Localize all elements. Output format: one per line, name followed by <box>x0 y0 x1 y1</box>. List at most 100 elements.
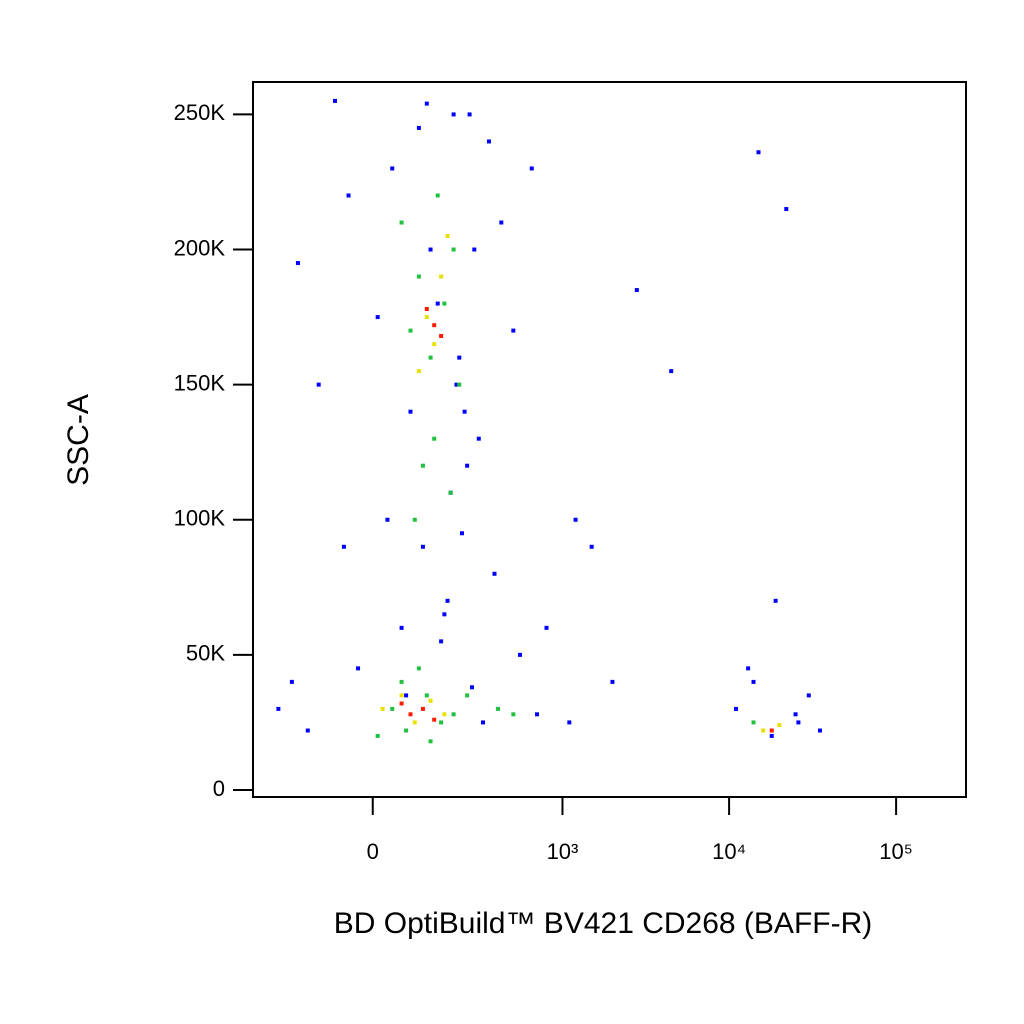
data-point <box>462 409 467 414</box>
x-tick-label: 10⁵ <box>879 839 913 864</box>
data-point <box>375 733 380 738</box>
data-point <box>486 139 491 144</box>
y-tick-label: 50K <box>186 641 225 666</box>
data-point <box>777 723 782 728</box>
data-point <box>346 193 351 198</box>
data-point <box>761 728 766 733</box>
data-point <box>784 207 789 212</box>
data-point <box>454 382 459 387</box>
data-point <box>472 247 477 252</box>
data-point <box>428 739 433 744</box>
data-point <box>451 112 456 117</box>
data-point <box>416 274 421 279</box>
x-tick-label: 10⁴ <box>712 839 746 864</box>
data-point <box>442 712 447 717</box>
data-point <box>573 517 578 522</box>
data-point <box>420 544 425 549</box>
data-point <box>428 247 433 252</box>
data-point <box>544 625 549 630</box>
data-point <box>769 728 774 733</box>
data-point <box>439 274 444 279</box>
data-point <box>399 701 404 706</box>
data-point <box>424 306 429 311</box>
data-point <box>751 720 756 725</box>
data-point <box>390 166 395 171</box>
data-point <box>751 679 756 684</box>
data-point <box>517 652 522 657</box>
y-tick-label: 150K <box>174 370 226 395</box>
data-point <box>404 728 409 733</box>
data-point <box>451 247 456 252</box>
data-point <box>399 220 404 225</box>
data-point <box>316 382 321 387</box>
data-point <box>375 315 380 320</box>
data-point <box>480 720 485 725</box>
y-tick-label: 100K <box>174 506 226 531</box>
data-point <box>495 706 500 711</box>
data-point <box>428 698 433 703</box>
y-tick-label: 0 <box>213 776 225 801</box>
data-point <box>793 712 798 717</box>
data-point <box>746 666 751 671</box>
x-tick-label: 10³ <box>547 839 579 864</box>
y-tick-label: 200K <box>174 235 226 260</box>
data-point <box>492 571 497 576</box>
data-point <box>385 517 390 522</box>
data-point <box>457 382 462 387</box>
data-point <box>333 98 338 103</box>
data-point <box>469 685 474 690</box>
data-point <box>610 679 615 684</box>
data-point <box>567 720 572 725</box>
data-point <box>511 712 516 717</box>
plot-frame <box>252 81 967 798</box>
data-point <box>399 625 404 630</box>
data-point <box>435 193 440 198</box>
data-point <box>756 150 761 155</box>
data-point <box>796 720 801 725</box>
data-point <box>390 706 395 711</box>
data-point <box>734 706 739 711</box>
data-point <box>445 598 450 603</box>
data-point <box>806 693 811 698</box>
data-point <box>529 166 534 171</box>
data-point <box>769 733 774 738</box>
data-point <box>457 355 462 360</box>
data-point <box>465 463 470 468</box>
data-point <box>459 531 464 536</box>
data-point <box>356 666 361 671</box>
data-point <box>439 720 444 725</box>
data-point <box>442 612 447 617</box>
data-point <box>408 328 413 333</box>
data-point <box>416 369 421 374</box>
data-point <box>404 693 409 698</box>
data-point <box>439 639 444 644</box>
data-point <box>408 409 413 414</box>
data-point <box>476 436 481 441</box>
data-point <box>669 369 674 374</box>
data-point <box>448 490 453 495</box>
data-point <box>424 101 429 106</box>
data-point <box>589 544 594 549</box>
x-axis-label: BD OptiBuild™ BV421 CD268 (BAFF-R) <box>334 907 873 940</box>
data-point <box>412 517 417 522</box>
data-point <box>289 679 294 684</box>
x-tick-label: 0 <box>367 839 379 864</box>
data-point <box>432 323 437 328</box>
data-point <box>511 328 516 333</box>
data-point <box>435 301 440 306</box>
data-point <box>295 261 300 266</box>
data-point <box>432 717 437 722</box>
data-point <box>634 288 639 293</box>
y-tick-label: 250K <box>174 100 226 125</box>
data-point <box>432 342 437 347</box>
data-point <box>399 693 404 698</box>
data-point <box>416 666 421 671</box>
data-point <box>465 693 470 698</box>
data-point <box>420 706 425 711</box>
y-axis-label: SSC-A <box>62 394 95 486</box>
data-point <box>451 712 456 717</box>
data-point <box>442 301 447 306</box>
data-point <box>535 712 540 717</box>
